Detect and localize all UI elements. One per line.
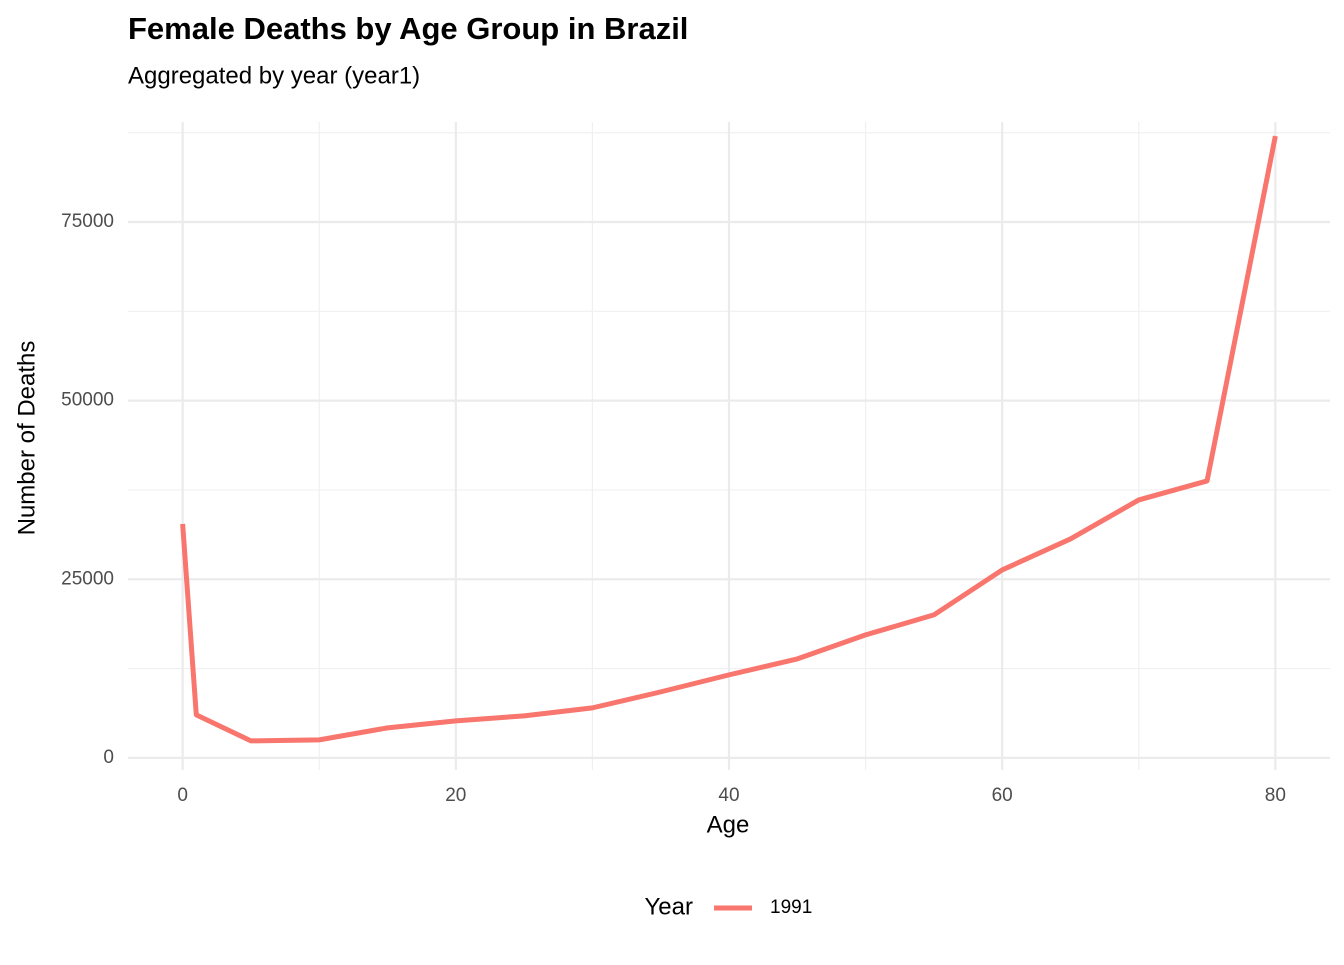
x-tick-label: 20 [445, 785, 466, 806]
y-tick-label: 75000 [61, 211, 114, 232]
x-axis-title: Age [707, 811, 750, 838]
chart-subtitle: Aggregated by year (year1) [128, 62, 420, 89]
x-tick-label: 0 [177, 785, 188, 806]
x-tick-label: 40 [718, 785, 739, 806]
legend-title: Year [645, 893, 694, 920]
data-line [180, 135, 1278, 744]
legend-label: 1991 [770, 897, 812, 918]
y-tick-label: 50000 [61, 390, 114, 411]
x-tick-label: 80 [1265, 785, 1286, 806]
chart-title: Female Deaths by Age Group in Brazil [128, 11, 688, 46]
x-tick-label: 60 [992, 785, 1013, 806]
y-tick-label: 25000 [61, 568, 114, 589]
y-tick-label: 0 [103, 747, 114, 768]
y-axis-title: Number of Deaths [13, 341, 40, 536]
